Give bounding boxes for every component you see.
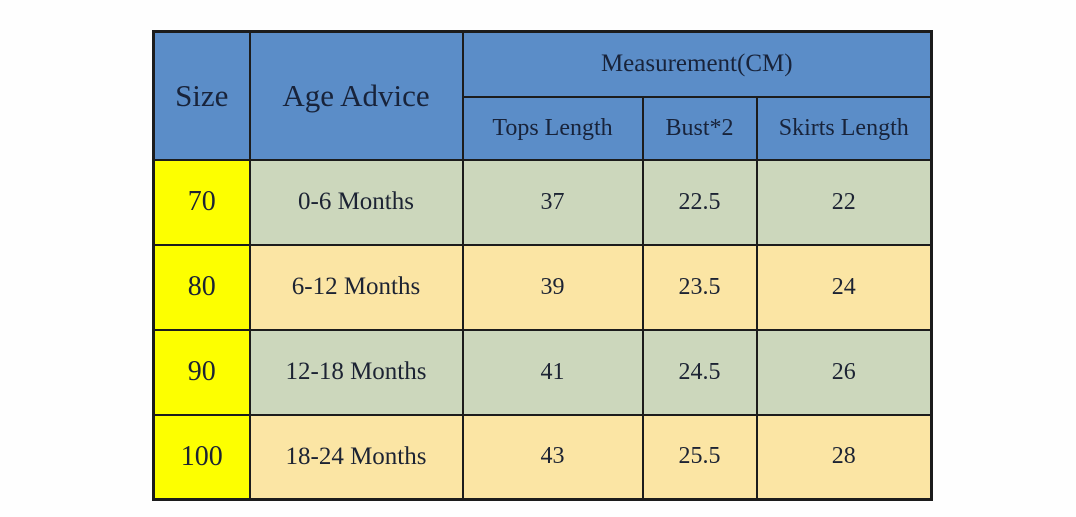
age-advice-value: 12-18 Months	[248, 328, 464, 416]
size-chart-table: Size Age Advice Measurement(CM) Tops Len…	[152, 30, 933, 501]
bust-value: 23.5	[641, 243, 758, 331]
size-value: 100	[152, 413, 251, 501]
table-row: 80 6-12 Months 39 23.5 24	[152, 243, 933, 331]
column-header-measurement-group: Measurement(CM)	[461, 30, 933, 98]
size-value: 70	[152, 158, 251, 246]
size-value: 90	[152, 328, 251, 416]
skirts-length-value: 28	[755, 413, 933, 501]
tops-length-value: 41	[461, 328, 644, 416]
skirts-length-value: 24	[755, 243, 933, 331]
column-header-skirts-length: Skirts Length	[755, 95, 933, 161]
column-header-size: Size	[152, 30, 251, 161]
age-advice-value: 18-24 Months	[248, 413, 464, 501]
column-header-tops-length: Tops Length	[461, 95, 644, 161]
table-row: 90 12-18 Months 41 24.5 26	[152, 328, 933, 416]
bust-value: 24.5	[641, 328, 758, 416]
age-advice-value: 0-6 Months	[248, 158, 464, 246]
tops-length-value: 39	[461, 243, 644, 331]
bust-value: 25.5	[641, 413, 758, 501]
tops-length-value: 43	[461, 413, 644, 501]
table-row: 70 0-6 Months 37 22.5 22	[152, 158, 933, 246]
age-advice-value: 6-12 Months	[248, 243, 464, 331]
column-header-age-advice: Age Advice	[248, 30, 464, 161]
size-value: 80	[152, 243, 251, 331]
bust-value: 22.5	[641, 158, 758, 246]
column-header-bust: Bust*2	[641, 95, 758, 161]
skirts-length-value: 26	[755, 328, 933, 416]
tops-length-value: 37	[461, 158, 644, 246]
skirts-length-value: 22	[755, 158, 933, 246]
table-row: 100 18-24 Months 43 25.5 28	[152, 413, 933, 501]
